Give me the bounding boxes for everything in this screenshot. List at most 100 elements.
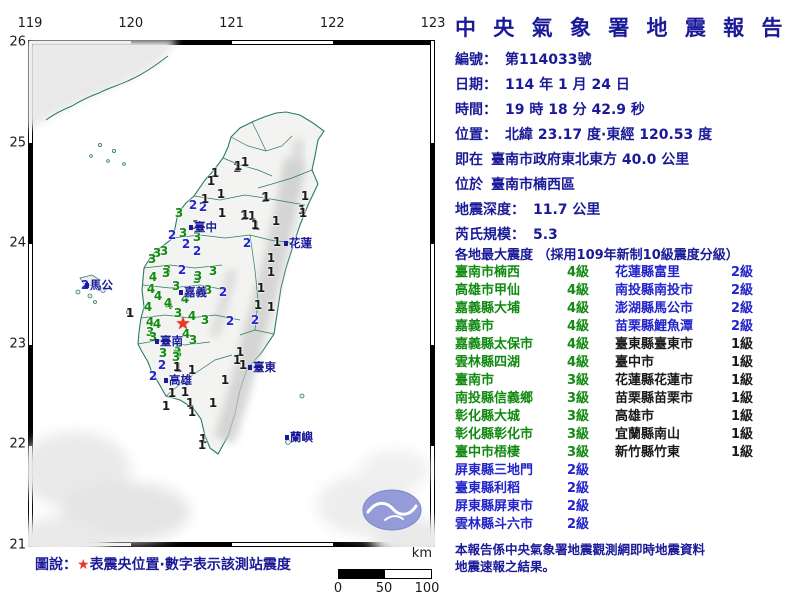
- station-intensity: 4級: [567, 265, 590, 280]
- frame-segment: [131, 41, 232, 44]
- lon-tick-label: 123: [420, 16, 446, 31]
- station-name: 嘉義縣大埔: [455, 301, 521, 316]
- lon-tick-label: 122: [319, 16, 345, 31]
- station-intensity: 3級: [567, 427, 590, 442]
- intensity-marker: 3: [174, 206, 184, 220]
- intensity-marker: 3: [159, 244, 169, 258]
- intensity-marker: 3: [158, 346, 168, 360]
- station-row: 澎湖縣馬公市 2級: [615, 300, 765, 318]
- intensity-marker: 3: [173, 346, 183, 360]
- intensity-marker: 2: [198, 200, 208, 214]
- intensity-marker: 3: [173, 306, 183, 320]
- intensity-marker: 2: [167, 228, 177, 242]
- intensity-marker: 1: [185, 396, 195, 410]
- station-intensity: 1級: [731, 409, 754, 424]
- footer-line2: 地震速報之結果。: [455, 559, 556, 574]
- station-row: 臺南市 3級: [455, 372, 601, 390]
- quake-info-line: 即在 臺南市政府東北東方 40.0 公里: [455, 148, 712, 173]
- intensity-marker: 2: [250, 313, 260, 327]
- station-intensity: 2級: [567, 517, 590, 532]
- station-name: 雲林縣四湖: [455, 355, 521, 370]
- city-name: 蘭嶼: [290, 430, 313, 444]
- intensity-marker: 3: [162, 263, 172, 277]
- quake-info-line: 位於 臺南市楠西區: [455, 173, 712, 198]
- station-row: 高雄市甲仙 4級: [455, 282, 601, 300]
- green-island: [299, 393, 305, 399]
- intensity-marker: 4: [143, 300, 153, 314]
- city-name: 花蓮: [289, 236, 312, 250]
- lat-tick-label: 22: [9, 436, 26, 452]
- intensity-marker: 1: [173, 361, 183, 375]
- intensity-marker: 1: [220, 373, 230, 387]
- intensity-marker: 3: [145, 325, 155, 339]
- quake-info-line: 時間： 19 時 18 分 42.9 秒: [455, 98, 712, 123]
- station-name: 嘉義市: [455, 319, 495, 334]
- intensity-marker: 1: [208, 396, 218, 410]
- station-intensity: 2級: [731, 265, 754, 280]
- city-flag-icon: [189, 224, 193, 230]
- intensity-marker: 1: [167, 386, 177, 400]
- station-name: 彰化縣彰化市: [455, 427, 534, 442]
- station-row: 臺東縣利稻 2級: [455, 480, 601, 498]
- info-label: 位置：: [455, 127, 497, 143]
- info-value: 北緯 23.17 度·東經 120.53 度: [505, 127, 713, 143]
- intensity-marker: 1: [250, 218, 260, 232]
- intensity-marker: 3: [161, 266, 171, 280]
- intensity-marker: 1: [256, 281, 266, 295]
- city-name: 馬公: [90, 278, 113, 292]
- station-row: 屏東縣三地門 2級: [455, 462, 601, 480]
- intensity-marker: 3: [208, 264, 218, 278]
- lat-tick-label: 21: [9, 537, 26, 553]
- intensity-marker: 1: [187, 363, 197, 377]
- station-intensity: 3級: [567, 409, 590, 424]
- city-label: 花蓮: [284, 235, 312, 251]
- city-name: 臺東: [253, 360, 276, 374]
- station-name: 臺東縣臺東市: [615, 337, 694, 352]
- info-label: 編號：: [455, 52, 497, 68]
- intensity-marker: 1: [251, 219, 261, 233]
- station-name: 屏東縣三地門: [455, 463, 534, 478]
- station-name: 雲林縣斗六市: [455, 517, 534, 532]
- intensity-marker: 1: [191, 218, 201, 232]
- station-name: 南投縣信義鄉: [455, 391, 534, 406]
- station-name: 臺南市: [455, 373, 495, 388]
- info-value: 臺南市政府東北東方 40.0 公里: [491, 152, 690, 168]
- station-name: 臺中市: [615, 355, 655, 370]
- map-legend: 圖說：★表震央位置·數字表示該測站震度: [35, 557, 291, 573]
- cwa-logo: [362, 489, 422, 531]
- info-value: 11.7 公里: [533, 202, 601, 218]
- report-panel: 中 央 氣 象 署 地 震 報 告 編號： 第114033號 日期： 114 年 1 …: [453, 0, 800, 600]
- quake-info-block: 編號： 第114033號 日期： 114 年 1 月 24 日時間： 19 時 18 分…: [455, 48, 712, 248]
- intensity-marker: 3: [171, 350, 181, 364]
- station-name: 臺南市楠西: [455, 265, 521, 280]
- map-frame-inner: [32, 44, 431, 543]
- intensity-marker: 1: [216, 187, 226, 201]
- station-row: 新竹縣竹東 1級: [615, 444, 765, 462]
- intensity-marker: 4: [152, 317, 162, 331]
- station-intensity: 2級: [731, 283, 754, 298]
- info-value: 5.3: [533, 227, 558, 243]
- city-label: 蘭嶼: [285, 429, 313, 445]
- epicenter-star: ★: [175, 314, 191, 334]
- station-intensity: 3級: [567, 445, 590, 460]
- station-intensity: 2級: [567, 481, 590, 496]
- station-name: 南投縣南投市: [615, 283, 694, 298]
- station-row: 嘉義縣大埔 4級: [455, 300, 601, 318]
- lat-tick-label: 23: [9, 336, 26, 352]
- station-row: 雲林縣斗六市 2級: [455, 516, 601, 534]
- station-name: 屏東縣屏東市: [455, 499, 534, 514]
- intensity-section-header: 各地最大震度 （採用109年新制10級震度分級）: [455, 248, 739, 263]
- intensity-marker: 1: [298, 206, 308, 220]
- intensity-marker: 3: [203, 283, 213, 297]
- station-row: 南投縣南投市 2級: [615, 282, 765, 300]
- intensity-marker: 3: [178, 226, 188, 240]
- intensity-marker: 1: [297, 203, 307, 217]
- station-intensity: 4級: [567, 301, 590, 316]
- intensity-marker: 1: [272, 235, 282, 249]
- frame-segment: [431, 143, 434, 244]
- county-boundaries: [137, 121, 313, 397]
- station-row: 苗栗縣鯉魚潭 2級: [615, 318, 765, 336]
- station-intensity: 1級: [731, 391, 754, 406]
- station-intensity: 2級: [731, 319, 754, 334]
- info-label: 芮氏規模：: [455, 227, 525, 243]
